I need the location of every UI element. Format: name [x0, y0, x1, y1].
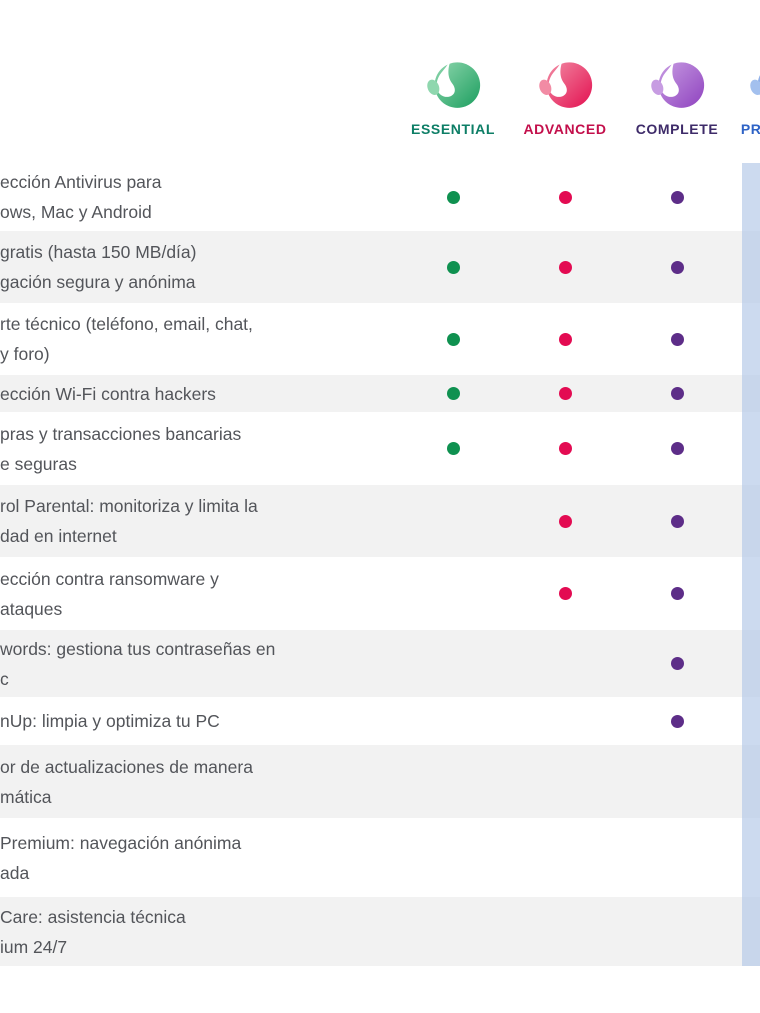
essential-logo-icon [427, 58, 481, 108]
advanced-logo-icon [539, 58, 593, 108]
included-dot-complete [670, 587, 684, 600]
included-dot-complete [670, 387, 684, 400]
feature-row: ección Wi-Fi contra hackers [0, 375, 760, 412]
feature-text-line: mática [0, 786, 52, 807]
included-dot-essential [446, 442, 460, 455]
feature-text: rol Parental: monitoriza y limita la dad … [0, 491, 420, 551]
included-dot-advanced [558, 514, 572, 528]
included-dot-complete [670, 442, 684, 455]
feature-text: gratis (hasta 150 MB/día) gación segura y… [0, 237, 420, 297]
feature-row: rol Parental: monitoriza y limita la dad … [0, 485, 760, 557]
feature-row: gratis (hasta 150 MB/día) gación segura y… [0, 231, 760, 303]
included-dot-advanced [558, 442, 572, 455]
feature-row: nUp: limpia y optimiza tu PC [0, 697, 760, 745]
included-dot-essential [446, 387, 460, 400]
plan-label-complete: COMPLETE [635, 121, 719, 137]
included-dot-essential [446, 332, 460, 346]
included-dot-complete [670, 260, 684, 274]
feature-text: or de actualizaciones de manera mática [0, 752, 420, 812]
feature-row: ección Antivirus para ows, Mac y Android [0, 163, 760, 231]
included-dot-advanced [558, 587, 572, 600]
included-dot-complete [670, 657, 684, 670]
feature-text-line: Care: asistencia técnica [0, 906, 186, 927]
feature-text-line: rol Parental: monitoriza y limita la [0, 496, 258, 516]
premium-logo-icon [750, 75, 760, 96]
feature-text-line: c [0, 668, 9, 689]
plan-column-essential: ESSENTIAL [397, 58, 509, 137]
included-dot-essential [446, 260, 460, 274]
feature-text-line: Premium: navegación anónima [0, 832, 242, 853]
included-dot-advanced [558, 190, 572, 204]
feature-text-line: gación segura y anónima [0, 272, 196, 292]
premium-highlight-band [742, 163, 760, 966]
feature-row: Care: asistencia técnica ium 24/7 [0, 897, 760, 966]
plan-column-advanced: ADVANCED [509, 58, 621, 137]
feature-text-line: ada [0, 862, 30, 883]
plan-column-premium: PREMIUM [720, 58, 760, 137]
feature-text-line: ección Antivirus para [0, 172, 162, 192]
feature-text-line: gratis (hasta 150 MB/día) [0, 242, 197, 262]
feature-row: words: gestiona tus contraseñas en c [0, 630, 760, 697]
plan-columns: ESSENTIAL ADVANCED COMPLETE PREMIUM [0, 0, 760, 163]
feature-text-line: ataques [0, 598, 63, 619]
feature-text-line: dad en internet [0, 526, 117, 546]
plan-label-premium: PREMIUM [740, 121, 760, 137]
plan-label-essential: ESSENTIAL [411, 121, 495, 137]
feature-text-line: ows, Mac y Android [0, 202, 152, 222]
plan-column-complete: COMPLETE [621, 58, 733, 137]
included-dot-advanced [558, 387, 572, 400]
feature-row: or de actualizaciones de manera mática [0, 745, 760, 818]
feature-text-line: e seguras [0, 453, 77, 474]
feature-text: words: gestiona tus contraseñas en c [0, 634, 420, 694]
included-dot-complete [670, 332, 684, 346]
feature-text-line: ección Wi-Fi contra hackers [0, 383, 216, 404]
feature-text-line: ium 24/7 [0, 936, 68, 957]
plan-label-advanced: ADVANCED [523, 121, 607, 137]
included-dot-essential [446, 190, 460, 204]
feature-text: rte técnico (teléfono, email, chat, y for… [0, 309, 420, 369]
feature-row: rte técnico (teléfono, email, chat, y for… [0, 303, 760, 375]
feature-text: pras y transacciones bancarias e seguras [0, 419, 420, 479]
feature-text: ección Antivirus para ows, Mac y Android [0, 167, 420, 227]
feature-text-line: ección contra ransomware y [0, 568, 219, 589]
included-dot-complete [670, 514, 684, 528]
feature-row: Premium: navegación anónima ada [0, 818, 760, 897]
included-dot-advanced [558, 332, 572, 346]
included-dot-complete [670, 714, 684, 728]
feature-text: Care: asistencia técnica ium 24/7 [0, 902, 420, 962]
included-dot-advanced [558, 260, 572, 274]
feature-text: Premium: navegación anónima ada [0, 828, 420, 888]
feature-text-line: y foro) [0, 344, 50, 364]
feature-text-line: words: gestiona tus contraseñas en [0, 638, 276, 659]
included-dot-complete [670, 190, 684, 204]
feature-text: ección contra ransomware y ataques [0, 564, 420, 624]
feature-text: nUp: limpia y optimiza tu PC [0, 706, 420, 736]
feature-rows: ección Antivirus para ows, Mac y Android g… [0, 163, 760, 966]
complete-logo-icon [651, 58, 705, 108]
feature-text-line: or de actualizaciones de manera [0, 756, 253, 777]
feature-row: pras y transacciones bancarias e seguras [0, 412, 760, 485]
feature-text-line: nUp: limpia y optimiza tu PC [0, 711, 220, 731]
feature-text: ección Wi-Fi contra hackers [0, 379, 420, 409]
feature-text-line: pras y transacciones bancarias [0, 423, 242, 444]
feature-row: ección contra ransomware y ataques [0, 557, 760, 630]
feature-text-line: rte técnico (teléfono, email, chat, [0, 314, 253, 334]
